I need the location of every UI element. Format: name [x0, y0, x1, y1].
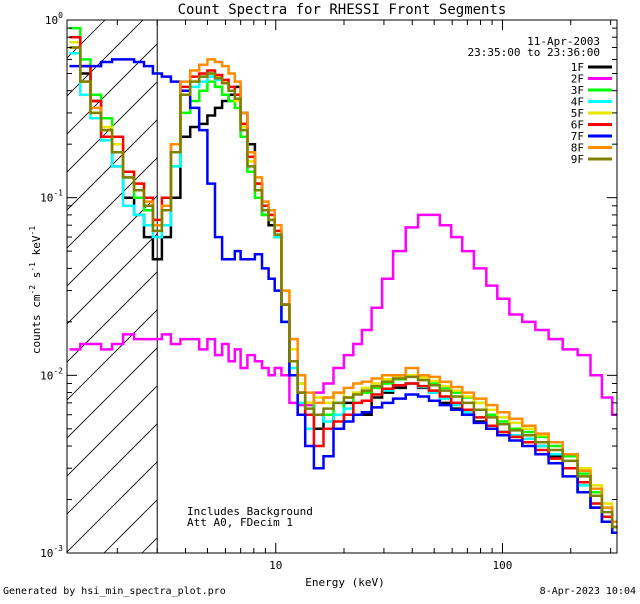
legend-label-4f: 4F [571, 96, 584, 109]
legend-date: 11-Apr-2003 [527, 35, 600, 48]
legend-time-range: 23:35:00 to 23:36:00 [468, 46, 600, 59]
y-tick-label: 10-1 [40, 189, 63, 205]
legend-label-2f: 2F [571, 73, 584, 86]
x-axis-label: Energy (keV) [305, 576, 384, 589]
axis-ticks: 10 100 10-3 10-2 10-1 100 [40, 11, 617, 572]
annotation-background: Includes Background [187, 505, 313, 518]
hatch-line [67, 271, 158, 363]
legend-label-9f: 9F [571, 153, 584, 166]
hatch-line [141, 537, 158, 553]
hatch-line [67, 461, 158, 553]
footer-generator: Generated by hsi_min_spectra_plot.pro [3, 586, 226, 597]
x-tick-label: 100 [493, 559, 513, 572]
hatch-line [67, 20, 144, 97]
y-tick-label: 10-2 [40, 366, 63, 382]
annotation-attenuator: Att A0, FDecim 1 [187, 516, 293, 529]
hatch-line [67, 119, 158, 211]
hatch-line [67, 233, 158, 325]
legend-label-1f: 1F [571, 61, 584, 74]
hatch-line [67, 195, 158, 287]
footer-date: 8-Apr-2023 10:04 [540, 586, 636, 597]
series-line-3f [69, 26, 617, 523]
legend-label-5f: 5F [571, 107, 584, 120]
legend-label-6f: 6F [571, 119, 584, 132]
y-tick-label: 100 [45, 11, 63, 27]
legend-label-8f: 8F [571, 142, 584, 155]
chart-title: Count Spectra for RHESSI Front Segments [178, 2, 507, 18]
hatch-line [103, 499, 158, 553]
series-line-9f [69, 46, 617, 529]
y-tick-label: 10-3 [40, 544, 63, 560]
legend-label-7f: 7F [571, 130, 584, 143]
series-line-7f [69, 58, 617, 535]
legend-label-3f: 3F [571, 84, 584, 97]
plot-frame [66, 19, 618, 554]
x-tick-label: 10 [269, 559, 282, 572]
y-axis-label: counts cm-2 s-1 keV-1 [28, 226, 43, 354]
hatch-line [67, 347, 158, 439]
series-line-1f [69, 40, 617, 535]
hatch-line [67, 385, 158, 477]
series-line-8f [69, 46, 617, 523]
hatch-line [67, 423, 158, 515]
hatch-line [67, 81, 158, 173]
series-layer [69, 26, 617, 535]
hatch-line [67, 157, 158, 249]
